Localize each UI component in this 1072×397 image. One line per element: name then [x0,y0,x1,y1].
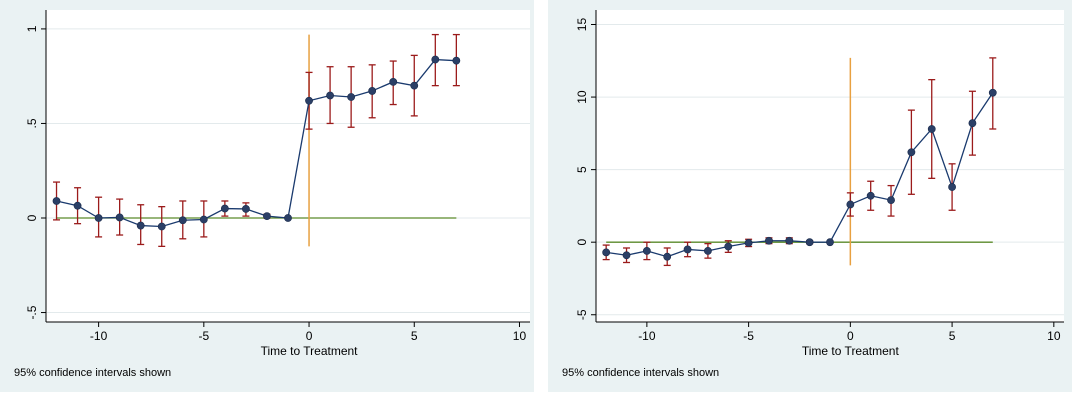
data-point [284,214,292,222]
data-point [988,88,997,97]
data-point [368,87,377,95]
plot-area [46,10,530,322]
data-point [927,125,936,133]
data-point [826,238,834,247]
y-tick-label: -5 [575,309,589,320]
data-point [115,213,124,222]
y-tick-label: .5 [25,118,39,128]
y-tick-label: 0 [25,214,39,221]
data-point [326,91,334,100]
x-axis-title: Time to Treatment [802,344,900,358]
data-point [242,205,250,213]
data-point [157,222,166,231]
data-point [410,81,419,90]
x-tick-label: 10 [1047,329,1061,343]
data-point [602,248,611,257]
data-point [663,252,672,261]
data-point [94,214,103,222]
x-tick-label: -10 [638,329,656,343]
data-point [744,239,753,247]
data-point [389,77,398,86]
y-tick-label: 1 [25,25,39,32]
y-tick-label: 5 [575,166,589,173]
data-point [785,236,794,245]
x-tick-label: 10 [513,329,527,343]
x-tick-label: -5 [198,329,209,343]
x-tick-label: -5 [743,329,754,343]
x-axis-title: Time to Treatment [261,344,359,358]
footnote: 95% confidence intervals shown [562,367,719,379]
y-tick-label: -.5 [25,305,39,319]
left-chart-panel: -.5 0 .5 1 -10 -5 0 5 10 Time to Treatment 95% con… [0,0,534,392]
x-tick-label: 0 [847,329,854,343]
data-point [622,251,631,260]
data-point [347,93,356,101]
data-point [866,191,875,200]
data-point [642,246,651,255]
x-tick-label: 5 [411,329,418,343]
data-point [431,55,440,64]
y-tick-label: 15 [575,18,589,32]
data-point [263,212,271,221]
data-point [948,183,956,191]
data-point [452,56,461,65]
data-point [220,204,229,213]
x-tick-label: 0 [306,329,313,343]
footnote: 95% confidence intervals shown [14,367,171,379]
right-chart-panel: -5 0 5 10 15 -10 -5 0 5 10 Time to Treatment 95% co… [548,0,1072,392]
data-point [805,238,814,247]
data-point [73,201,82,210]
data-point [765,236,773,245]
data-point [724,242,733,251]
x-tick-label: -10 [90,329,108,343]
data-point [683,245,692,254]
data-point [704,246,712,255]
y-tick-label: 0 [575,239,589,246]
left-chart-svg: -.5 0 .5 1 -10 -5 0 5 10 Time to Treatment 95% con… [0,0,534,392]
data-point [178,216,187,225]
data-point [887,196,895,205]
x-tick-label: 5 [949,329,956,343]
data-point [52,197,61,205]
data-point [136,221,145,230]
data-point [846,200,855,209]
data-point [968,119,977,128]
y-tick-label: 10 [575,90,589,104]
data-point [305,96,313,105]
right-chart-svg: -5 0 5 10 15 -10 -5 0 5 10 Time to Treatment 95% co… [548,0,1072,392]
plot-area [596,10,1064,322]
data-point [907,148,916,157]
data-point [199,215,208,224]
